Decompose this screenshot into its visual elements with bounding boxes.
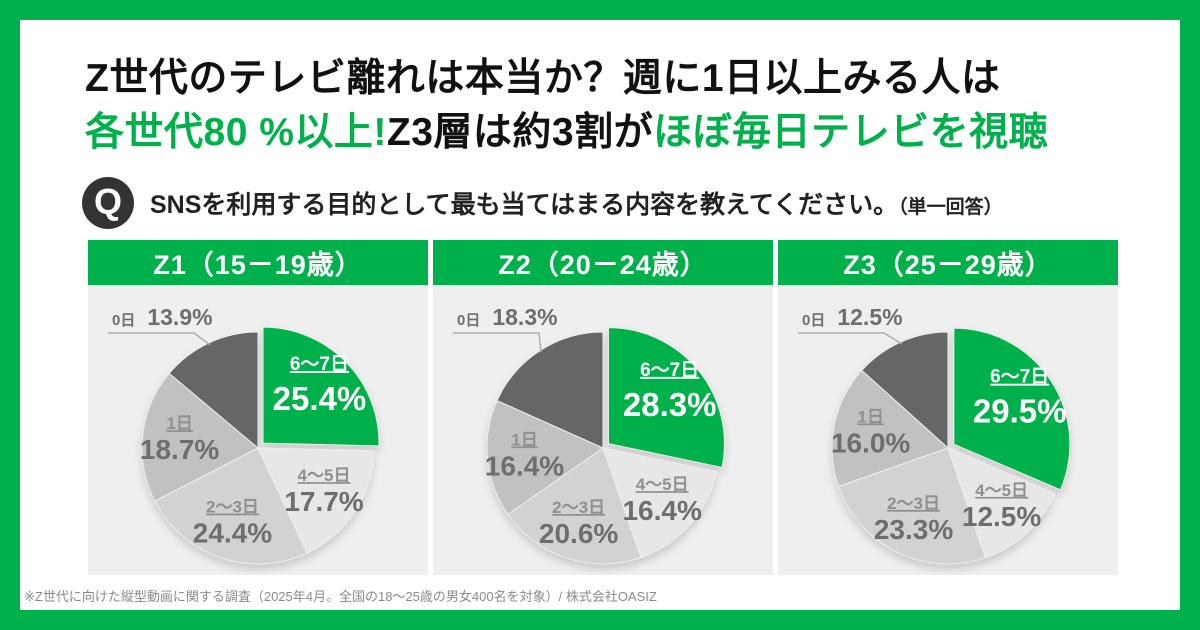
slice-percent-label: 20.6% — [539, 518, 618, 549]
pie-slices — [831, 327, 1071, 565]
slice-name-label: 4〜5日 — [298, 466, 351, 485]
pie-slice-2〜3日 — [507, 447, 642, 565]
slice-percent-label: 24.4% — [193, 518, 272, 549]
pie-slice-6〜7日 — [953, 327, 1071, 491]
slice-percent-label: 16.0% — [831, 428, 910, 459]
slice-name-label: 4〜5日 — [975, 481, 1028, 500]
leader-line — [108, 332, 211, 346]
slice-percent-label: 25.4% — [273, 380, 367, 417]
question-icon: Q — [82, 177, 134, 229]
pie-slice-4〜5日 — [602, 447, 718, 559]
pie-slice-1日 — [141, 372, 259, 502]
pie-slice-2〜3日 — [154, 447, 308, 565]
slice-percent-label: 16.4% — [485, 450, 564, 481]
panel-z2-body: 6〜7日 28.3% 4〜5日 16.4% 2〜3日 20.6% 1日 16.4% 0日 18.3… — [433, 285, 773, 575]
slice-percent-label: 28.3% — [623, 386, 717, 423]
title-line2-green2: ほぼ毎日テレビを視聴 — [653, 111, 1049, 154]
pie-slice-0日 — [168, 331, 259, 450]
panel-z1-body: 6〜7日 25.4% 4〜5日 17.7% 2〜3日 24.4% 1日 18.7% 0日 13.9… — [88, 285, 428, 575]
pie-slice-2〜3日 — [837, 447, 987, 565]
question-suffix: （単一回答） — [898, 197, 1003, 218]
slice-name-label: 6〜7日 — [990, 367, 1049, 388]
outside-slice-label: 0日 18.3% — [457, 304, 558, 330]
pie-slices — [141, 326, 380, 565]
leader-line — [453, 332, 542, 353]
panel-z1: Z1（15－19歳） 6〜7日 25.4% 4〜5日 17.7% 2〜3日 24.4% 1日… — [88, 240, 428, 575]
slice-percent-label: 23.3% — [874, 514, 953, 545]
title-line2-black: Z3層は約3割が — [386, 111, 654, 154]
outside-slice-label: 0日 12.5% — [802, 304, 903, 330]
pie-slice-6〜7日 — [607, 327, 725, 469]
panel-z2: Z2（20－24歳） 6〜7日 28.3% 4〜5日 16.4% 2〜3日 20.6% 1日… — [433, 240, 773, 575]
pie-slice-6〜7日 — [262, 326, 380, 447]
pie-slice-4〜5日 — [257, 447, 375, 554]
panel-z1-header: Z1（15－19歳） — [88, 240, 428, 285]
slice-name-label: 1日 — [857, 408, 883, 427]
outside-slice-label: 0日 13.9% — [112, 304, 213, 330]
pie-slice-1日 — [831, 369, 949, 488]
slice-percent-label: 18.7% — [140, 434, 219, 465]
slice-name-label: 1日 — [166, 414, 192, 433]
slice-percent-label: 12.5% — [962, 501, 1041, 532]
leader-line — [798, 332, 903, 345]
chart-panels: Z1（15－19歳） 6〜7日 25.4% 4〜5日 17.7% 2〜3日 24.4% 1日… — [88, 240, 1118, 575]
question-row: Q SNSを利用する目的として最も当てはまる内容を教えてください。（単一回答） — [82, 177, 1003, 229]
pie-slice-4〜5日 — [947, 447, 1056, 559]
footnote: ※Z世代に向けた縦型動画に関する調査（2025年4月。全国の18〜25歳の男女4… — [24, 589, 657, 604]
slice-percent-label: 29.5% — [973, 393, 1067, 430]
content-sheet: Z世代のテレビ離れは本当か？週に1日以上みる人は 各世代80 %以上!Z3層は約… — [20, 20, 1180, 610]
slice-name-label: 6〜7日 — [640, 360, 699, 381]
pie-slices — [486, 327, 725, 565]
slice-percent-label: 16.4% — [622, 495, 701, 526]
question-text: SNSを利用する目的として最も当てはまる内容を教えてください。（単一回答） — [150, 185, 1003, 221]
pie-slice-0日 — [861, 331, 949, 450]
slice-name-label: 4〜5日 — [636, 475, 689, 494]
panel-z3-header: Z3（25－29歳） — [778, 240, 1118, 285]
pie-slice-0日 — [496, 331, 604, 449]
panel-z2-header: Z2（20－24歳） — [433, 240, 773, 285]
slice-name-label: 1日 — [511, 430, 537, 449]
title-line1: Z世代のテレビ離れは本当か？週に1日以上みる人は — [85, 57, 1001, 100]
slice-name-label: 6〜7日 — [290, 354, 349, 375]
slice-name-label: 2〜3日 — [552, 498, 605, 517]
page-title: Z世代のテレビ離れは本当か？週に1日以上みる人は 各世代80 %以上!Z3層は約… — [85, 52, 1048, 160]
panel-z3: Z3（25－29歳） 6〜7日 29.5% 4〜5日 12.5% 2〜3日 23.3% 1日… — [778, 240, 1118, 575]
title-line2-green1: 各世代80 %以上! — [85, 111, 387, 154]
slice-name-label: 2〜3日 — [887, 494, 940, 513]
panel-z3-body: 6〜7日 29.5% 4〜5日 12.5% 2〜3日 23.3% 1日 16.0% 0日 12.5… — [778, 285, 1118, 575]
question-main: SNSを利用する目的として最も当てはまる内容を教えてください。 — [150, 191, 899, 219]
pie-slice-1日 — [486, 399, 605, 516]
slice-percent-label: 17.7% — [284, 486, 363, 517]
slice-name-label: 2〜3日 — [206, 498, 259, 517]
